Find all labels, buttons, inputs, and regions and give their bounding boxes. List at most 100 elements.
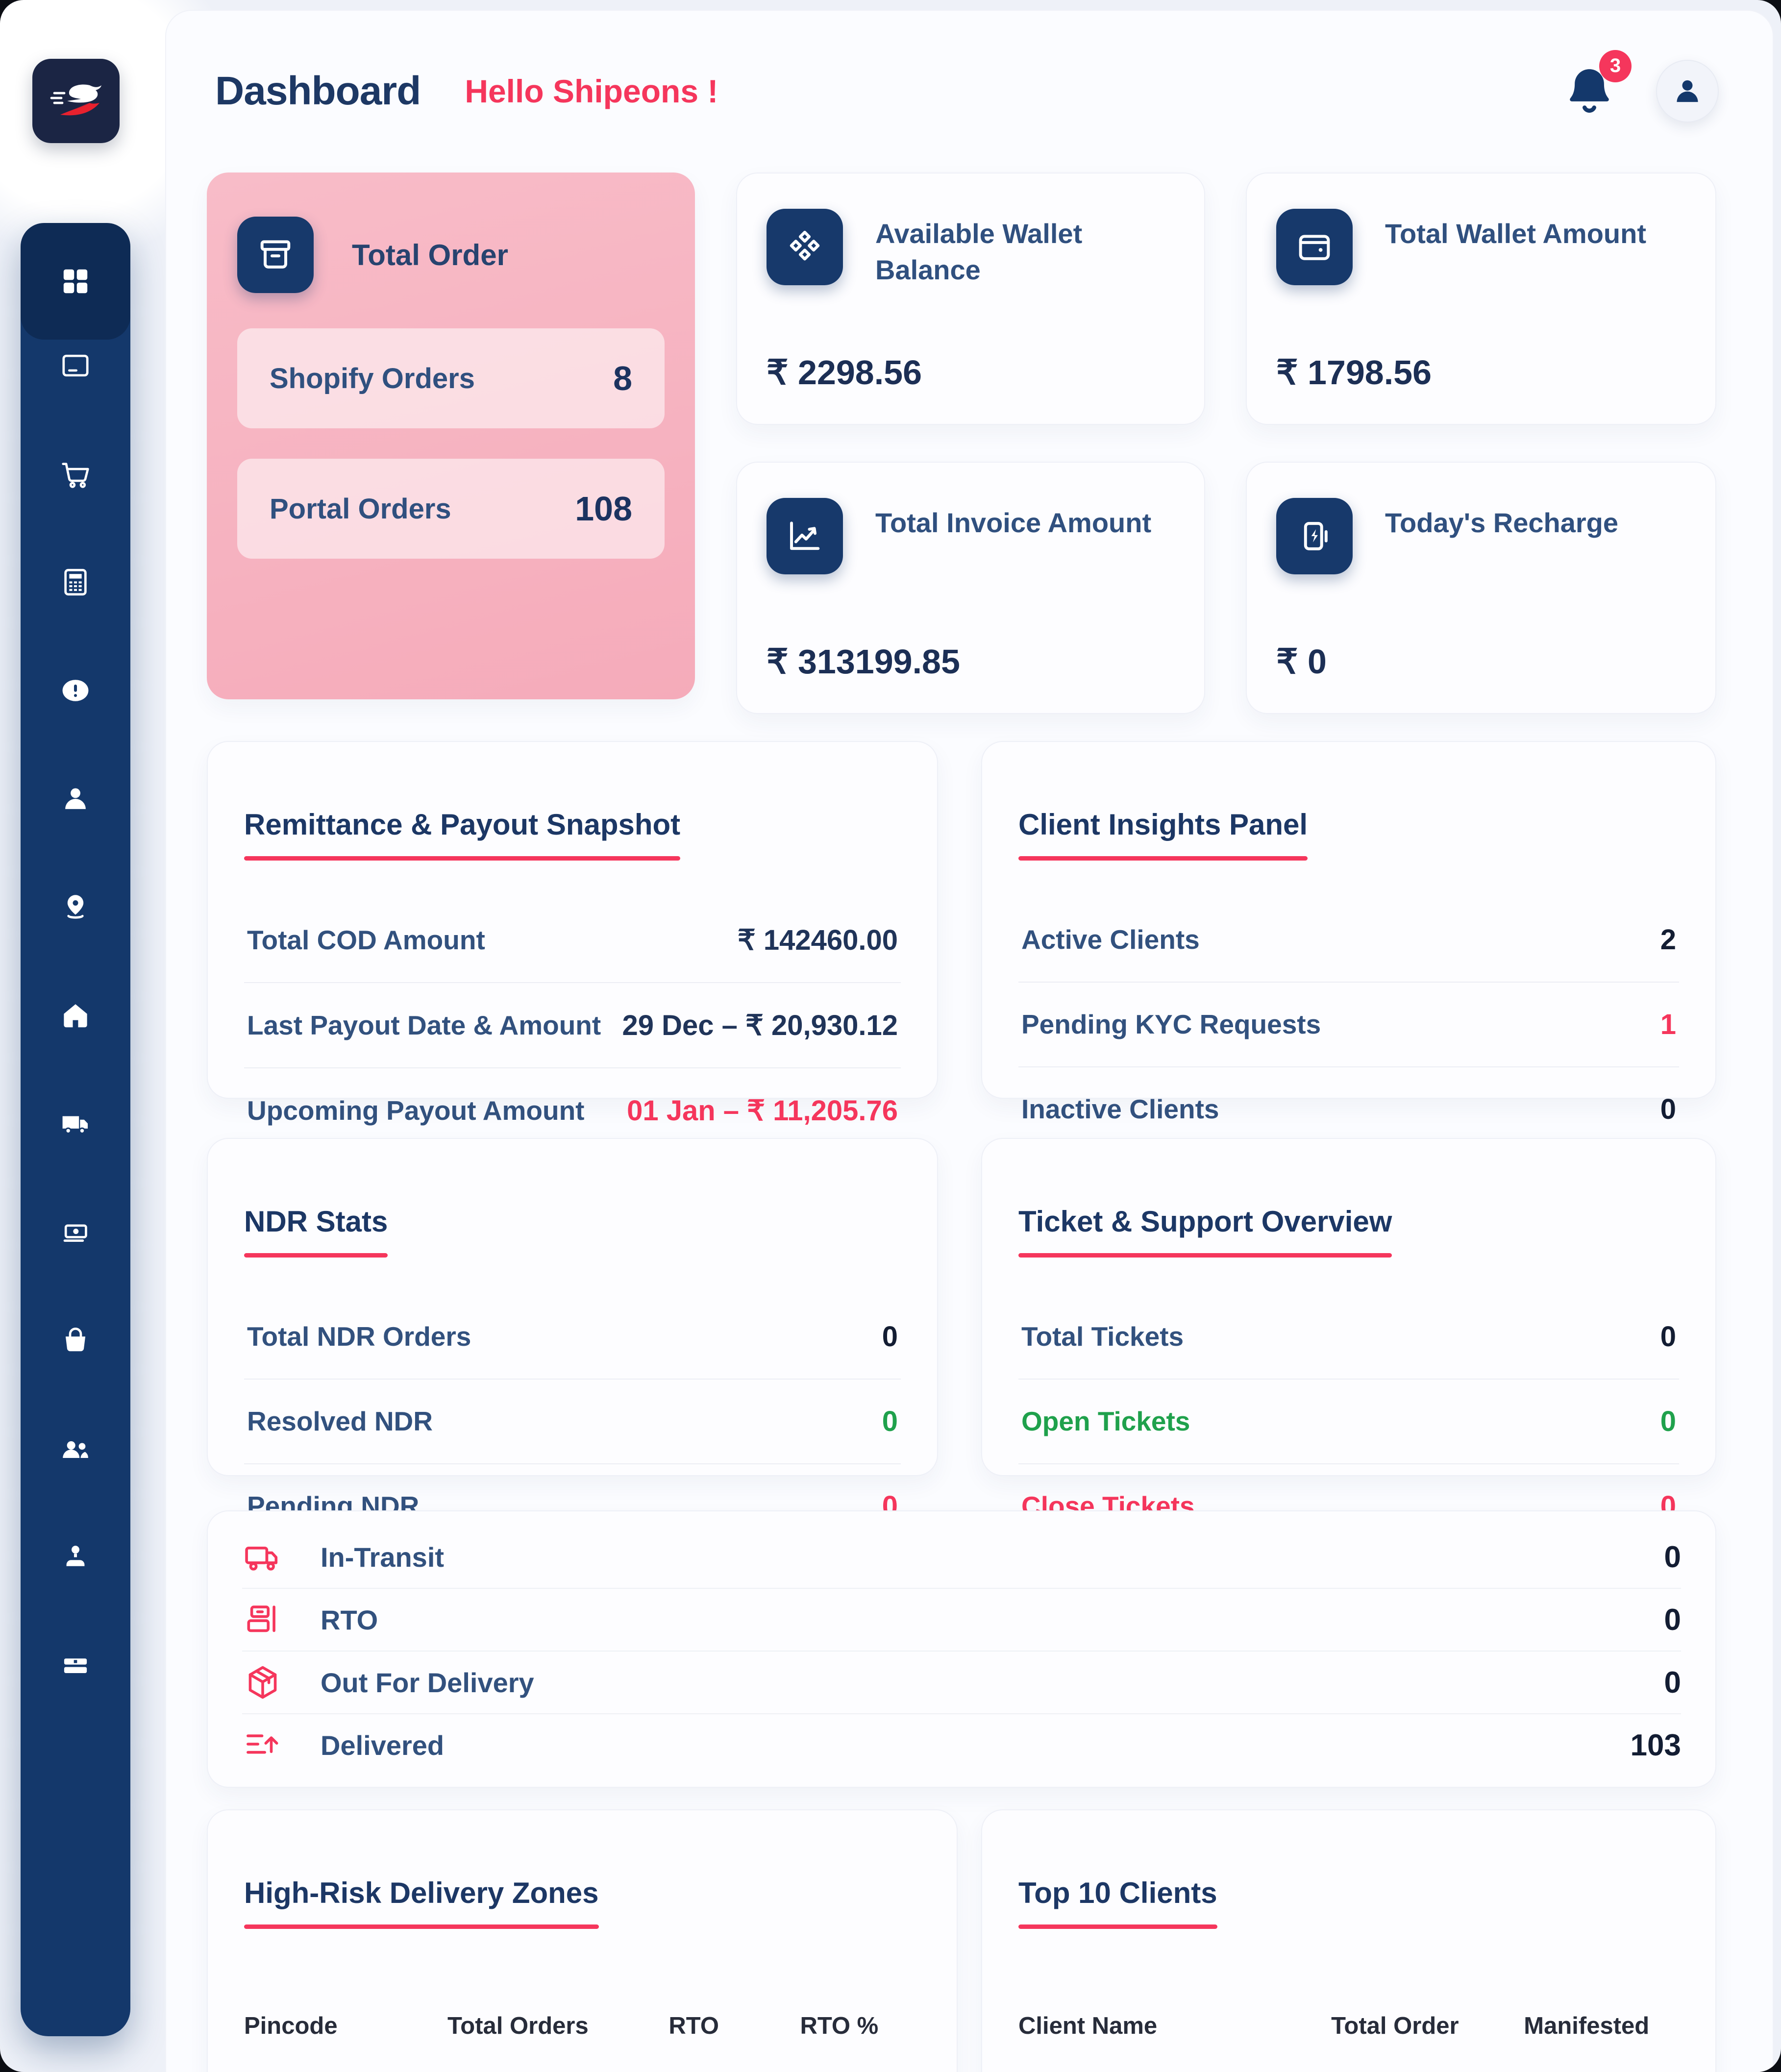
archive-box-icon	[260, 240, 291, 269]
user-icon	[65, 788, 86, 809]
column-header: Client Name	[1018, 2012, 1158, 2039]
row-value: 0	[1660, 1405, 1676, 1437]
invoice-icon-tile	[767, 498, 843, 574]
sidebar-item-orders[interactable]	[21, 419, 130, 528]
total-order-icon-tile	[237, 217, 314, 293]
shopify-orders-row[interactable]: Shopify Orders 8	[237, 328, 665, 428]
notifications-button[interactable]: 3	[1562, 49, 1632, 120]
panel-row: Upcoming Payout Amount 01 Jan – ₹ 11,205…	[244, 1067, 901, 1153]
panel-row: Pending KYC Requests 1	[1018, 981, 1679, 1066]
table-title: High-Risk Delivery Zones	[244, 1876, 599, 1929]
wallet-balance-icon-tile	[767, 209, 843, 285]
top-clients-card: Top 10 Clients Client Name Total Order M…	[981, 1809, 1716, 2072]
sidebar-item-warehouse[interactable]	[21, 961, 130, 1069]
cart-icon	[62, 462, 89, 488]
location-pin-icon	[67, 894, 84, 919]
greeting: Hello Shipeons !	[465, 73, 718, 109]
status-row-out-for-delivery: Out For Delivery 0	[242, 1651, 1681, 1713]
truck-icon	[62, 1116, 88, 1134]
page-title: Dashboard	[215, 69, 421, 113]
panel-row: Resolved NDR 0	[244, 1378, 901, 1463]
row-value: 2	[1660, 923, 1676, 956]
main-panel: Dashboard Hello Shipeons ! 3	[165, 10, 1774, 2072]
status-label: RTO	[321, 1604, 378, 1635]
header: Dashboard Hello Shipeons ! 3	[215, 49, 1719, 123]
sidebar-item-products[interactable]	[21, 1286, 130, 1394]
id-card-icon	[64, 1658, 87, 1673]
stat-value: ₹ 1798.56	[1276, 353, 1432, 392]
ndr-stats-panel: NDR Stats Total NDR Orders 0 Resolved ND…	[207, 1138, 938, 1522]
status-value: 0	[1664, 1665, 1681, 1700]
ticket-support-panel: Ticket & Support Overview Total Tickets …	[981, 1138, 1716, 1522]
total-order-header: Total Order	[237, 217, 665, 293]
status-row-delivered: Delivered 103	[242, 1713, 1681, 1776]
wallet-icon	[1299, 235, 1330, 260]
sidebar-item-ndr[interactable]	[21, 636, 130, 744]
person-desk-icon	[66, 1545, 85, 1566]
total-wallet-amount-card: Total Wallet Amount ₹ 1798.56	[1246, 173, 1716, 425]
row-label: Total COD Amount	[247, 924, 485, 955]
sidebar-item-rate-calculator[interactable]	[21, 528, 130, 636]
row-value: 29 Dec – ₹ 20,930.12	[622, 1009, 898, 1041]
sidebar	[21, 223, 130, 2036]
shipeons-logo-icon	[50, 84, 101, 116]
row-label: Open Tickets	[1021, 1406, 1190, 1437]
panel-title: Remittance & Payout Snapshot	[244, 808, 680, 861]
recharge-icon-tile	[1276, 498, 1353, 574]
stat-label: Available Wallet Balance	[875, 218, 1083, 285]
panel-title: Client Insights Panel	[1018, 808, 1308, 861]
grid-icon	[63, 269, 88, 294]
client-insights-panel: Client Insights Panel Active Clients 2 P…	[981, 741, 1716, 1125]
panel-row: Open Tickets 0	[1018, 1378, 1679, 1463]
column-header: Total Order	[1331, 2012, 1459, 2039]
sidebar-item-billing[interactable]	[21, 311, 130, 419]
status-label: Out For Delivery	[321, 1667, 534, 1698]
high-risk-zones-card: High-Risk Delivery Zones Pincode Total O…	[207, 1809, 958, 2072]
rto-boxes-icon	[242, 1599, 283, 1640]
status-value: 0	[1664, 1540, 1681, 1574]
sidebar-item-team[interactable]	[21, 1394, 130, 1503]
row-value: 01 Jan – ₹ 11,205.76	[627, 1094, 898, 1127]
column-header: RTO %	[800, 2012, 879, 2039]
sidebar-item-clients[interactable]	[21, 744, 130, 853]
notification-badge: 3	[1599, 49, 1632, 82]
total-order-card: Total Order Shopify Orders 8 Portal Orde…	[207, 173, 695, 699]
total-order-label: Total Order	[352, 238, 508, 271]
calculator-icon	[64, 568, 87, 595]
panel-row: Active Clients 2	[1018, 898, 1679, 982]
column-header: Pincode	[244, 2012, 338, 2039]
shipeons-logo[interactable]	[32, 59, 120, 143]
sidebar-item-agents[interactable]	[21, 1503, 130, 1611]
table-header-row: Client Name Total Order Manifested	[1018, 2012, 1679, 2040]
battery-charge-icon	[1304, 522, 1328, 550]
stat-label: Today's Recharge	[1385, 507, 1618, 538]
panel-title: NDR Stats	[244, 1205, 388, 1258]
shipment-status-card: In-Transit 0 RTO 0	[207, 1510, 1716, 1788]
portal-orders-row[interactable]: Portal Orders 108	[237, 459, 665, 559]
panel-row: Last Payout Date & Amount 29 Dec – ₹ 20,…	[244, 982, 901, 1067]
panel-title: Ticket & Support Overview	[1018, 1205, 1392, 1258]
status-value: 0	[1664, 1603, 1681, 1637]
sidebar-item-remittance[interactable]	[21, 1178, 130, 1286]
todays-recharge-card: Today's Recharge ₹ 0	[1246, 462, 1716, 714]
profile-avatar[interactable]	[1656, 60, 1719, 123]
sidebar-item-shipments[interactable]	[21, 1069, 130, 1178]
sidebar-item-tracking[interactable]	[21, 853, 130, 961]
status-row-rto: RTO 0	[242, 1588, 1681, 1651]
wallet-amount-icon-tile	[1276, 209, 1353, 285]
total-invoice-amount-card: Total Invoice Amount ₹ 313199.85	[736, 462, 1205, 714]
sidebar-item-dashboard[interactable]	[21, 223, 130, 340]
status-row-in-transit: In-Transit 0	[242, 1526, 1681, 1588]
table-title: Top 10 Clients	[1018, 1876, 1217, 1929]
package-icon	[242, 1662, 283, 1703]
row-label: Pending KYC Requests	[1021, 1009, 1321, 1040]
alert-icon	[62, 679, 89, 701]
row-label: Inactive Clients	[1021, 1094, 1219, 1125]
browser-card-icon	[62, 354, 89, 376]
sidebar-item-cards[interactable]	[21, 1611, 130, 1719]
column-header: RTO	[668, 2012, 719, 2039]
cash-icon	[63, 1224, 87, 1242]
panel-row: Inactive Clients 0	[1018, 1066, 1679, 1151]
chart-icon	[790, 521, 820, 550]
